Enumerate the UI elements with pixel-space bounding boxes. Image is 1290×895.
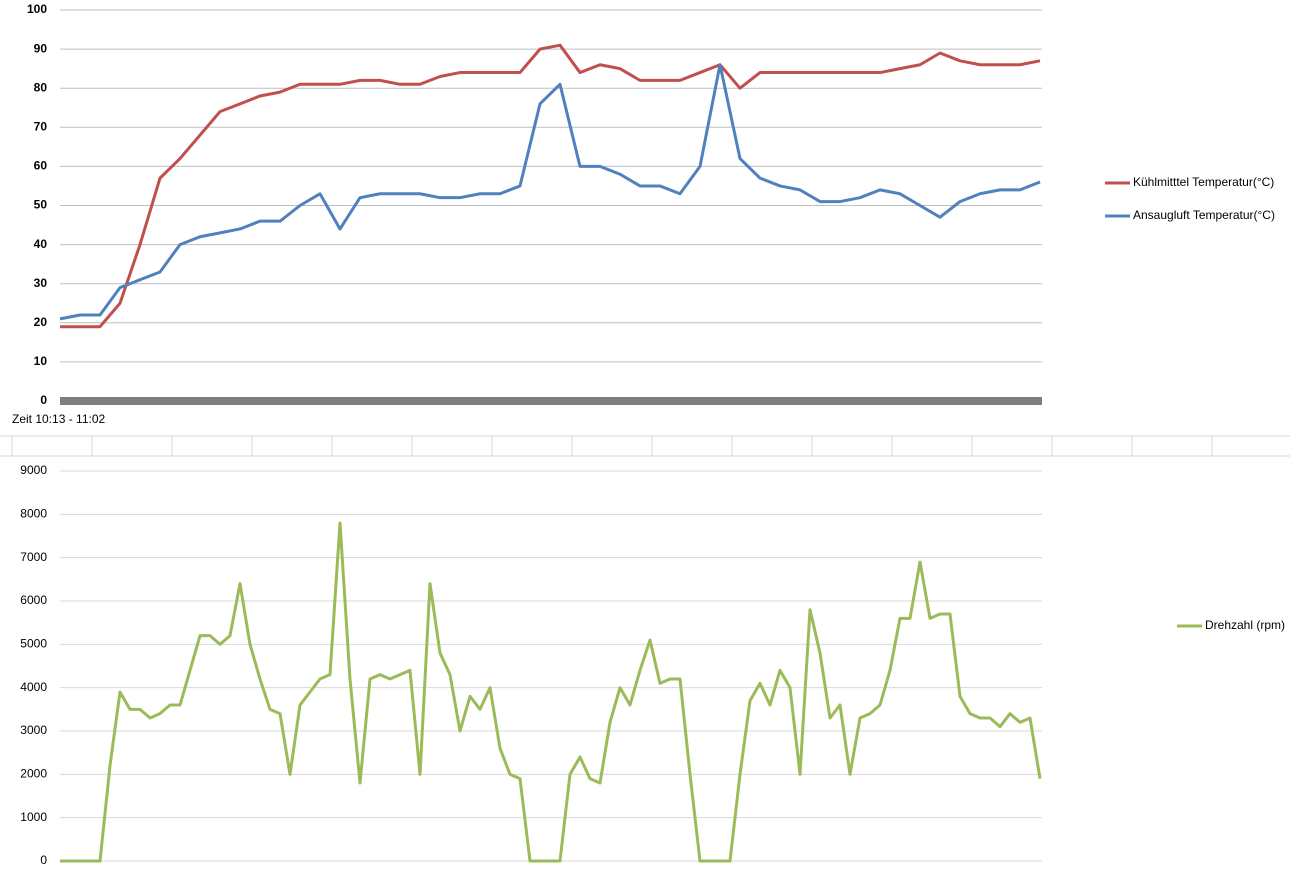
legend-label: Kühlmitttel Temperatur(°C) [1133, 175, 1274, 189]
y-tick-label: 10 [34, 354, 48, 368]
y-tick-label: 90 [34, 41, 48, 55]
y-tick-label: 20 [34, 315, 48, 329]
y-tick-label: 5000 [20, 637, 47, 651]
y-tick-label: 4000 [20, 680, 47, 694]
legend-label: Ansaugluft Temperatur(°C) [1133, 208, 1275, 222]
y-tick-label: 50 [34, 198, 48, 212]
data-line [59, 63, 1041, 321]
y-tick-label: 1000 [20, 810, 47, 824]
y-tick-label: 30 [34, 276, 48, 290]
y-tick-label: 60 [34, 159, 48, 173]
y-tick-label: 40 [34, 237, 48, 251]
y-tick-label: 100 [27, 2, 47, 16]
y-tick-label: 70 [34, 119, 48, 133]
y-tick-label: 80 [34, 80, 48, 94]
data-line [60, 521, 1042, 863]
y-tick-label: 6000 [20, 593, 47, 607]
data-line [60, 43, 1041, 329]
y-tick-label: 2000 [20, 767, 47, 781]
y-tick-label: 9000 [20, 463, 47, 477]
x-axis [60, 397, 1042, 405]
y-tick-label: 8000 [20, 507, 47, 521]
x-axis-label: Zeit 10:13 - 11:02 [12, 412, 105, 426]
y-tick-label: 3000 [20, 723, 47, 737]
y-tick-label: 0 [40, 853, 47, 867]
y-tick-label: 7000 [20, 550, 47, 564]
sheet-row [0, 435, 1290, 457]
legend-label: Drehzahl (rpm) [1205, 618, 1285, 632]
y-tick-label: 0 [40, 393, 47, 407]
